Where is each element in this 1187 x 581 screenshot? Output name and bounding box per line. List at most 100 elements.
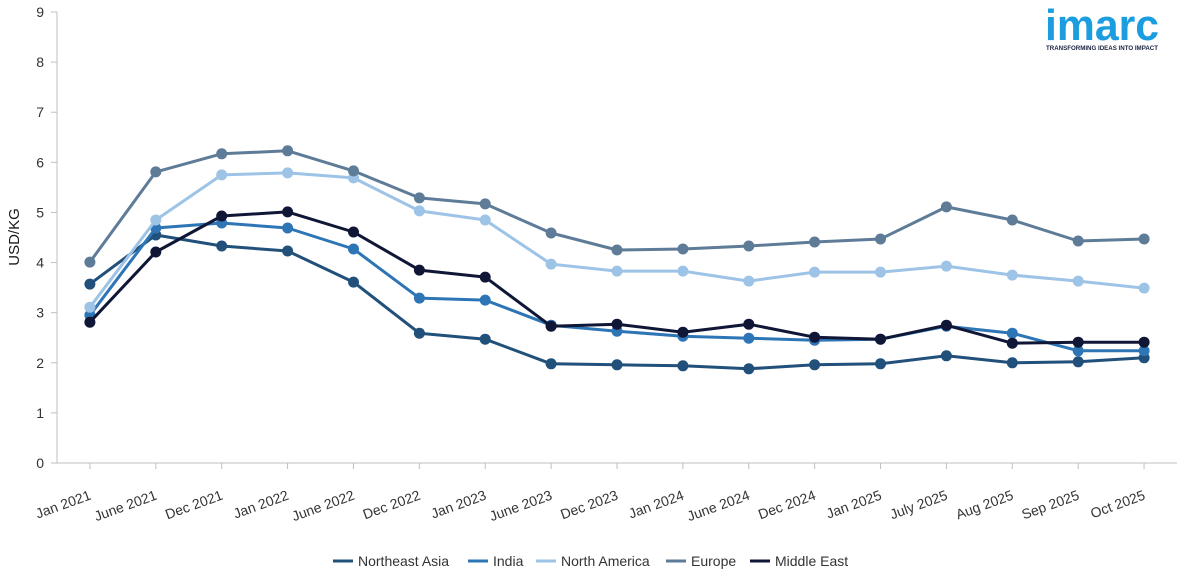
- data-point-northeast-asia[interactable]: [809, 359, 821, 371]
- data-point-north-america[interactable]: [611, 265, 623, 277]
- data-point-north-america[interactable]: [677, 265, 689, 277]
- data-point-northeast-asia[interactable]: [413, 327, 425, 339]
- data-point-north-america[interactable]: [545, 258, 557, 270]
- data-point-europe[interactable]: [940, 201, 952, 213]
- data-point-europe[interactable]: [479, 198, 491, 210]
- data-point-middle-east[interactable]: [282, 206, 294, 218]
- data-point-north-america[interactable]: [940, 260, 952, 272]
- data-point-middle-east[interactable]: [1138, 336, 1150, 348]
- data-point-northeast-asia[interactable]: [677, 360, 689, 372]
- data-point-north-america[interactable]: [875, 266, 886, 278]
- x-tick-label: July 2025: [888, 487, 950, 523]
- legend-label: North America: [561, 553, 650, 569]
- data-point-europe[interactable]: [545, 227, 557, 239]
- data-point-europe[interactable]: [1138, 233, 1150, 245]
- data-point-northeast-asia[interactable]: [545, 358, 557, 370]
- data-point-europe[interactable]: [875, 233, 886, 245]
- data-point-europe[interactable]: [743, 240, 755, 252]
- x-tick-label: Jan 2024: [626, 487, 686, 522]
- data-point-northeast-asia[interactable]: [348, 276, 359, 288]
- x-tick-label: Jan 2025: [824, 487, 884, 522]
- legend-label: India: [493, 553, 524, 569]
- data-point-north-america[interactable]: [282, 167, 294, 179]
- data-point-north-america[interactable]: [1138, 282, 1150, 294]
- data-point-northeast-asia[interactable]: [1072, 356, 1084, 368]
- data-point-europe[interactable]: [413, 192, 425, 204]
- data-point-northeast-asia[interactable]: [282, 245, 294, 257]
- data-point-middle-east[interactable]: [940, 319, 952, 331]
- data-point-middle-east[interactable]: [479, 271, 491, 283]
- data-point-europe[interactable]: [84, 256, 96, 268]
- legend-item-northeast-asia[interactable]: Northeast Asia: [333, 553, 449, 569]
- data-point-europe[interactable]: [809, 236, 821, 248]
- data-point-europe[interactable]: [282, 145, 294, 157]
- data-point-india[interactable]: [479, 294, 491, 306]
- data-point-india[interactable]: [1006, 327, 1018, 339]
- data-point-india[interactable]: [1072, 345, 1084, 357]
- legend-item-north-america[interactable]: North America: [536, 553, 650, 569]
- data-point-north-america[interactable]: [479, 214, 491, 226]
- data-point-northeast-asia[interactable]: [84, 278, 96, 290]
- data-point-northeast-asia[interactable]: [743, 363, 755, 375]
- data-point-middle-east[interactable]: [348, 226, 359, 238]
- y-axis: 0 1 2 3 4 5 6 7 8 9: [36, 4, 58, 471]
- series-india: [84, 217, 1150, 357]
- data-point-middle-east[interactable]: [216, 210, 228, 222]
- data-point-north-america[interactable]: [1006, 269, 1018, 281]
- data-point-north-america[interactable]: [413, 205, 425, 217]
- data-point-northeast-asia[interactable]: [875, 358, 886, 370]
- y-tick-label: 9: [36, 4, 44, 20]
- data-point-middle-east[interactable]: [677, 326, 689, 338]
- legend-item-india[interactable]: India: [468, 553, 524, 569]
- data-point-india[interactable]: [282, 222, 294, 234]
- data-point-northeast-asia[interactable]: [479, 333, 491, 345]
- data-point-india[interactable]: [743, 332, 755, 344]
- data-point-north-america[interactable]: [1072, 275, 1084, 287]
- x-tick-label: Dec 2024: [756, 487, 818, 523]
- data-point-middle-east[interactable]: [1006, 337, 1018, 349]
- legend: Northeast Asia India North America Europe Mi…: [333, 553, 848, 569]
- data-point-north-america[interactable]: [84, 301, 96, 313]
- data-point-middle-east[interactable]: [875, 333, 886, 345]
- data-point-europe[interactable]: [1006, 214, 1018, 226]
- data-point-europe[interactable]: [1072, 235, 1084, 247]
- data-point-middle-east[interactable]: [545, 320, 557, 332]
- data-point-north-america[interactable]: [743, 275, 755, 287]
- data-point-middle-east[interactable]: [150, 246, 162, 258]
- y-tick-label: 5: [36, 204, 44, 220]
- data-point-india[interactable]: [348, 243, 359, 255]
- data-point-middle-east[interactable]: [743, 318, 755, 330]
- data-point-middle-east[interactable]: [1072, 336, 1084, 348]
- data-point-northeast-asia[interactable]: [940, 350, 952, 362]
- data-point-northeast-asia[interactable]: [611, 359, 623, 371]
- data-point-north-america[interactable]: [150, 214, 162, 226]
- x-tick-label: June 2022: [290, 487, 357, 524]
- data-point-middle-east[interactable]: [611, 318, 623, 330]
- legend-item-middle-east[interactable]: Middle East: [750, 553, 848, 569]
- data-point-north-america[interactable]: [216, 169, 228, 181]
- data-point-europe[interactable]: [348, 165, 359, 177]
- data-point-northeast-asia[interactable]: [216, 240, 228, 252]
- data-point-india[interactable]: [413, 292, 425, 304]
- data-point-middle-east[interactable]: [84, 316, 96, 328]
- data-point-europe[interactable]: [611, 244, 623, 256]
- data-point-middle-east[interactable]: [809, 331, 821, 343]
- data-point-northeast-asia[interactable]: [1006, 357, 1018, 369]
- data-point-north-america[interactable]: [809, 266, 821, 278]
- series-northeast-asia: [84, 229, 1150, 375]
- data-point-india[interactable]: [1138, 345, 1150, 357]
- legend-item-europe[interactable]: Europe: [666, 553, 736, 569]
- x-tick-label: Dec 2023: [558, 487, 620, 523]
- data-point-europe[interactable]: [150, 166, 162, 178]
- data-point-middle-east[interactable]: [413, 264, 425, 276]
- logo-tagline: TRANSFORMING IDEAS INTO IMPACT: [1046, 45, 1158, 52]
- y-tick-label: 4: [36, 255, 44, 271]
- x-tick-label: June 2021: [92, 487, 159, 524]
- data-point-europe[interactable]: [677, 243, 689, 255]
- y-tick-label: 7: [36, 104, 44, 120]
- data-point-europe[interactable]: [216, 148, 228, 160]
- series-middle-east: [84, 206, 1150, 349]
- x-tick-label: Jan 2023: [429, 487, 489, 522]
- legend-label: Middle East: [775, 553, 848, 569]
